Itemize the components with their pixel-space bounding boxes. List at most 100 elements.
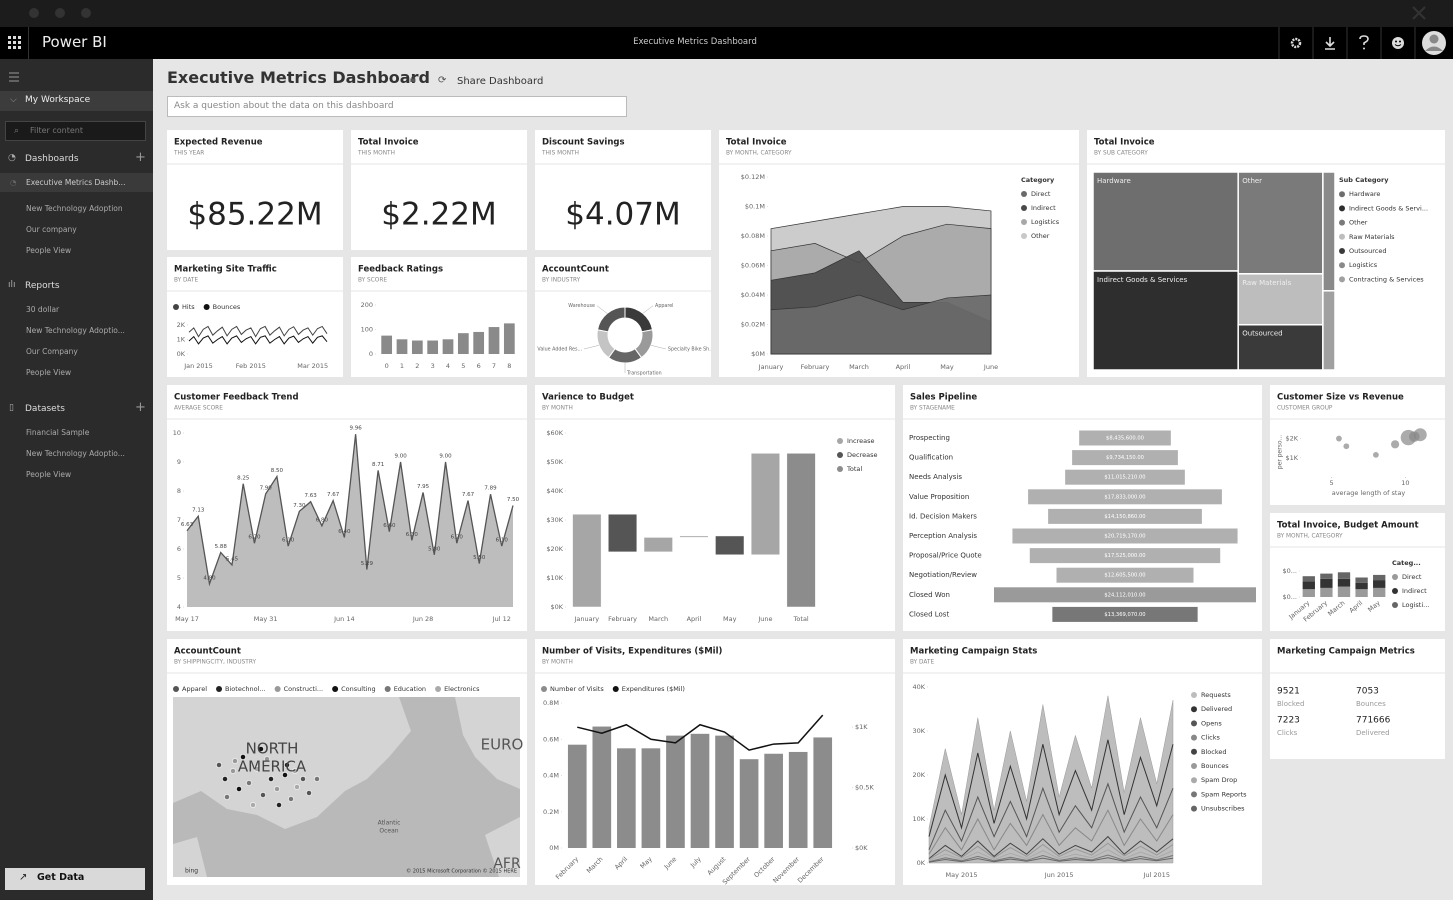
nav-item[interactable]: People View: [26, 368, 72, 377]
x-tick-label: March: [849, 363, 869, 371]
y-tick-label: 20K: [912, 771, 925, 779]
sidebar: ⌵ My Workspace ⌕ Filter content ◔ Dashbo…: [0, 59, 153, 900]
y-tick-label: $1K: [855, 723, 868, 731]
workspace[interactable]: My Workspace: [25, 95, 91, 105]
filter-box[interactable]: [5, 121, 146, 141]
legend-swatch: [1392, 588, 1398, 594]
tile-title: Marketing Campaign Metrics: [1277, 647, 1415, 657]
data-label: 7.90: [260, 485, 273, 491]
section-title[interactable]: Datasets: [25, 404, 65, 414]
bar: [381, 335, 393, 354]
tile[interactable]: Total Invoice THIS MONTH $2.22M: [351, 130, 527, 250]
add-button[interactable]: +: [135, 400, 146, 415]
nav-item[interactable]: Executive Metrics Dashb...: [26, 178, 126, 187]
data-label: 8.50: [271, 468, 284, 474]
y-tick-label: $60K: [546, 429, 563, 437]
tile[interactable]: Feedback Ratings BY SCORE 0 100 200 0 1 2 3 4 5 6 7 8: [351, 257, 527, 377]
nav-item[interactable]: Financial Sample: [26, 428, 90, 437]
menu-icon[interactable]: [0, 67, 153, 97]
x-tick-label: 0: [385, 362, 389, 370]
section-title[interactable]: Reports: [25, 281, 60, 291]
qna-box[interactable]: [167, 96, 627, 117]
share-icon[interactable]: ⟳: [438, 75, 447, 86]
legend-label: Increase: [847, 437, 875, 445]
tile-content: Total Invoice BY SUB CATEGORY Hardware Indi…: [1087, 138, 1445, 371]
tile[interactable]: Marketing Campaign Metrics 9521 Blocked 705…: [1270, 639, 1445, 759]
download-icon[interactable]: [1325, 37, 1335, 50]
metric-value: 7053: [1356, 687, 1379, 697]
nav-item[interactable]: People View: [26, 470, 72, 479]
tile[interactable]: Customer Size vs Revenue CUSTOMER GROUP $1…: [1270, 385, 1445, 505]
tile[interactable]: Discount Savings THIS MONTH $4.07M: [535, 130, 711, 250]
waterfall-bar: [608, 513, 638, 553]
line: [188, 325, 328, 338]
feedback-icon[interactable]: [1392, 37, 1404, 49]
funnel-bar: [1079, 430, 1171, 446]
data-label: 9.96: [349, 426, 362, 432]
tile[interactable]: Marketing Campaign Stats BY DATE 0K 10K 20K 3…: [903, 639, 1262, 885]
legend-label: Raw Materials: [1349, 233, 1395, 241]
settings-icon[interactable]: [1290, 37, 1302, 49]
tile-title: Customer Size vs Revenue: [1277, 393, 1404, 403]
get-data-button[interactable]: [5, 868, 145, 890]
tile[interactable]: AccountCount BY INDUSTRY Apparel Specialty …: [535, 257, 714, 377]
tile[interactable]: Varience to Budget BY MONTH $0K $10K $20K $30…: [535, 385, 895, 631]
share-dashboard[interactable]: Share Dashboard: [457, 76, 544, 87]
line: [928, 835, 1174, 859]
nav-item[interactable]: People View: [26, 246, 72, 255]
nav-item[interactable]: New Technology Adoptio...: [26, 326, 125, 335]
map-point: [224, 794, 230, 800]
legend-swatch: [1339, 276, 1345, 283]
y-tick-label: 6: [177, 545, 181, 553]
window-title: Executive Metrics Dashboard: [633, 37, 757, 47]
app-launcher[interactable]: [0, 27, 28, 59]
legend-swatch: [332, 686, 339, 692]
tile[interactable]: Marketing Site Traffic BY DATE Hits Bounces…: [167, 257, 343, 377]
x-tick-label: January: [758, 363, 784, 371]
legend-title: Categ...: [1392, 559, 1421, 567]
treemap-cell: [1237, 171, 1324, 275]
window-controls: [29, 6, 1426, 20]
y-tick-label: $10K: [546, 574, 563, 582]
nav-item[interactable]: Our company: [26, 225, 77, 234]
tile-subtitle: BY MONTH: [542, 660, 573, 666]
tile-content: Total Invoice THIS MONTH $2.22M: [351, 138, 527, 233]
y-tick-label: $0...: [1283, 593, 1297, 601]
nav-item[interactable]: Our Company: [26, 347, 78, 356]
tile[interactable]: Total Invoice, Budget Amount BY MONTH, CA…: [1270, 513, 1445, 631]
tile[interactable]: Expected Revenue THIS YEAR $85.22M: [167, 130, 343, 250]
tile[interactable]: Total Invoice BY MONTH, CATEGORY $0M $0.02M…: [719, 130, 1079, 377]
stacked-bar: [1373, 587, 1386, 597]
section-title[interactable]: Dashboards: [25, 154, 79, 164]
nav-item[interactable]: New Technology Adoptio...: [26, 449, 125, 458]
line: [928, 782, 1174, 850]
stacked-bar: [1373, 574, 1386, 581]
legend-swatch: [1339, 248, 1345, 254]
stage-label: Value Proposition: [909, 493, 969, 501]
y-tick-label: 0.8M: [543, 699, 559, 707]
tile[interactable]: Sales Pipeline BY STAGENAME Prospecting $8,…: [903, 385, 1262, 631]
tile[interactable]: Number of Visits, Expenditures ($Mil) BY …: [535, 639, 895, 886]
nav-item[interactable]: 30 dollar: [26, 305, 60, 314]
x-tick-label: 6: [477, 362, 481, 370]
add-button[interactable]: +: [135, 150, 146, 165]
workspace-row[interactable]: [0, 91, 153, 111]
tile[interactable]: Customer Feedback Trend AVERAGE SCORE 4 5 6 7…: [167, 385, 527, 631]
map-label: bing: [185, 868, 198, 875]
get-data-label[interactable]: Get Data: [37, 872, 85, 883]
tile[interactable]: Total Invoice BY SUB CATEGORY Hardware Indi…: [1087, 130, 1445, 377]
y-tick-label: $0.08M: [741, 232, 765, 240]
funnel-bar: [1072, 450, 1178, 466]
x-tick-label: June: [662, 855, 678, 871]
help-icon[interactable]: [1359, 35, 1369, 50]
funnel-value: $17,833,000.00: [1104, 494, 1145, 500]
map-point: [268, 776, 274, 782]
nav-item[interactable]: New Technology Adoption: [26, 204, 123, 213]
legend-label: Indirect Goods & Servi...: [1349, 204, 1428, 212]
qna-placeholder: Ask a question about the data on this da…: [174, 101, 394, 111]
bar: [617, 748, 636, 848]
tile[interactable]: AccountCount BY SHIPPINGCITY, INDUSTRY App…: [167, 639, 527, 885]
avatar-icon[interactable]: [1422, 31, 1446, 55]
slice-label: Transportation: [626, 371, 662, 377]
map-point: [222, 776, 228, 782]
